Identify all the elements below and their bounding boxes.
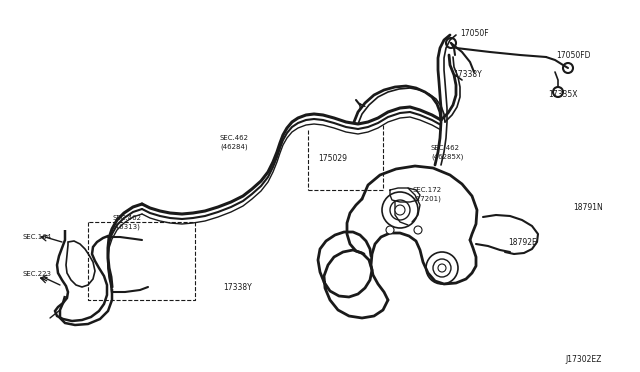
Circle shape [386, 226, 394, 234]
Text: 17050FD: 17050FD [556, 51, 591, 60]
Text: 17338Y: 17338Y [453, 70, 482, 78]
Text: (46313): (46313) [112, 224, 140, 230]
Circle shape [414, 226, 422, 234]
Text: J17302EZ: J17302EZ [565, 356, 602, 365]
Text: (17201): (17201) [413, 196, 441, 202]
Circle shape [395, 205, 405, 215]
Text: SEC.172: SEC.172 [413, 187, 442, 193]
Text: 175029: 175029 [318, 154, 347, 163]
Text: 17338Y: 17338Y [223, 282, 252, 292]
Text: SEC.462: SEC.462 [431, 145, 460, 151]
Text: 18791N: 18791N [573, 202, 603, 212]
Text: SEC.462: SEC.462 [220, 135, 249, 141]
Text: (46285X): (46285X) [431, 154, 463, 160]
Text: SEC.223: SEC.223 [22, 271, 51, 277]
Text: SEC.462: SEC.462 [112, 215, 141, 221]
Text: SEC.164: SEC.164 [22, 234, 51, 240]
Text: 17335X: 17335X [548, 90, 577, 99]
Text: 17050F: 17050F [460, 29, 488, 38]
Circle shape [438, 264, 446, 272]
Text: (46284): (46284) [220, 144, 248, 150]
Text: 18792E: 18792E [508, 237, 537, 247]
